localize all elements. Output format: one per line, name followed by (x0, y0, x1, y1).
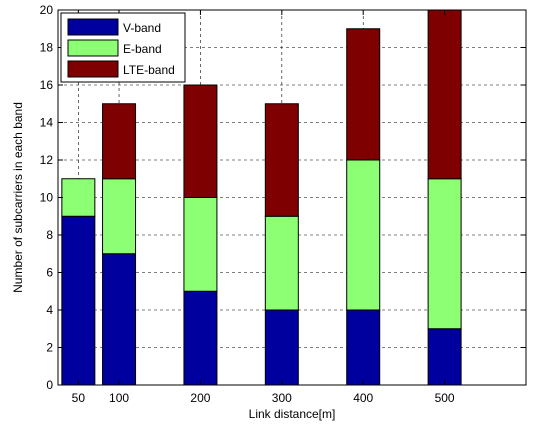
legend-label-lte-band: LTE-band (123, 63, 175, 77)
y-tick-label: 16 (40, 78, 54, 92)
bar-e-band-300 (264, 215, 299, 311)
bar-v-band-300 (264, 309, 299, 386)
bar-e-band-200 (183, 197, 218, 292)
y-tick-label: 6 (46, 266, 53, 280)
x-tick-label: 500 (435, 391, 455, 405)
legend-label-e-band: E-band (123, 42, 162, 56)
x-tick-label: 300 (272, 391, 292, 405)
bar-v-band-500 (427, 328, 462, 386)
y-tick-label: 4 (46, 303, 53, 317)
y-axis-label: Number of subcarriers in each band (11, 102, 25, 293)
legend-swatch-e-band (67, 39, 119, 57)
y-tick-label: 14 (40, 116, 54, 130)
bar-e-band-400 (346, 159, 381, 311)
legend-label-v-band: V-band (123, 21, 161, 35)
y-tick-label: 0 (46, 378, 53, 392)
bars-group (61, 9, 462, 386)
y-tick-label: 20 (40, 3, 54, 17)
bar-lte-band-100 (102, 103, 137, 180)
bar-v-band-50 (61, 215, 96, 386)
x-tick-label: 100 (109, 391, 129, 405)
ticks-group: 0 2 4 6 8 10 12 14 16 18 20 50 100 200 300 400 500 (40, 3, 526, 405)
bar-v-band-400 (346, 309, 381, 386)
bar-lte-band-300 (264, 103, 299, 217)
y-tick-label: 8 (46, 228, 53, 242)
x-axis-label: Link distance[m] (249, 407, 336, 421)
bar-lte-band-400 (346, 28, 381, 161)
x-tick-label: 400 (353, 391, 373, 405)
x-tick-label: 50 (72, 391, 86, 405)
bar-e-band-500 (427, 178, 462, 330)
y-tick-label: 2 (46, 341, 53, 355)
x-tick-label: 200 (190, 391, 210, 405)
legend-swatch-lte-band (67, 60, 119, 78)
legend-swatch-v-band (67, 18, 119, 36)
bar-lte-band-500 (427, 9, 462, 180)
y-tick-label: 12 (40, 153, 54, 167)
bar-e-band-50 (61, 178, 96, 217)
y-tick-label: 18 (40, 41, 54, 55)
bar-e-band-100 (102, 178, 137, 255)
bar-v-band-200 (183, 290, 218, 386)
bar-v-band-100 (102, 253, 137, 386)
y-tick-label: 10 (40, 191, 54, 205)
legend: V-band E-band LTE-band (60, 12, 186, 83)
bar-lte-band-200 (183, 84, 218, 198)
